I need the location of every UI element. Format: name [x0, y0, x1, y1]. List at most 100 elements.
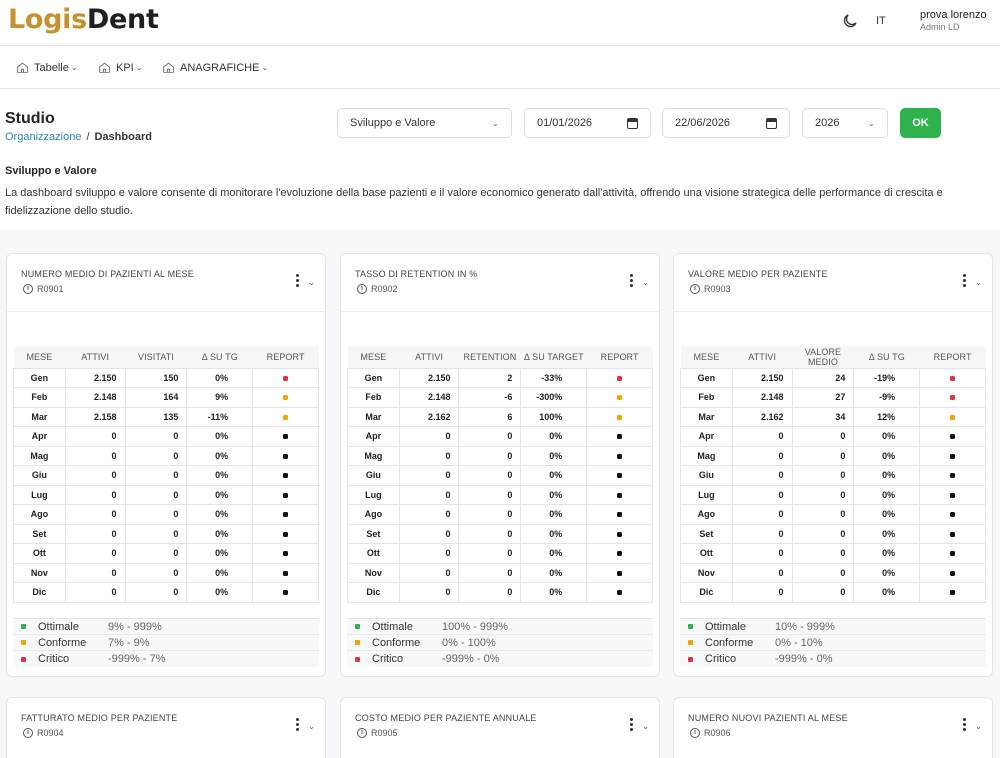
- date-to-input[interactable]: 22/06/2026: [662, 108, 790, 138]
- month-cell: Gen: [680, 367, 733, 388]
- card-title: TASSO DI RETENTION IN %: [355, 269, 478, 279]
- info-icon[interactable]: i: [690, 728, 700, 738]
- report-cell[interactable]: [586, 406, 653, 427]
- report-cell[interactable]: [586, 582, 653, 603]
- report-cell[interactable]: [586, 543, 653, 564]
- report-cell[interactable]: [252, 445, 319, 466]
- report-cell[interactable]: [586, 367, 653, 388]
- delta-cell: 0%: [186, 523, 254, 544]
- month-cell: Dic: [680, 582, 733, 603]
- report-cell[interactable]: [919, 504, 986, 525]
- card-title: NUMERO MEDIO DI PAZIENTI AL MESE: [21, 269, 194, 279]
- report-cell[interactable]: [919, 465, 986, 486]
- report-cell[interactable]: [586, 562, 653, 583]
- card-code: i R0901: [23, 284, 64, 294]
- report-cell[interactable]: [919, 426, 986, 447]
- month-cell: Mar: [680, 406, 733, 427]
- chevron-down-icon[interactable]: ⌄: [975, 278, 982, 287]
- report-cell[interactable]: [252, 562, 319, 583]
- report-cell[interactable]: [252, 367, 319, 388]
- more-options-icon[interactable]: [963, 718, 966, 733]
- more-options-icon[interactable]: [963, 274, 966, 289]
- report-cell[interactable]: [252, 465, 319, 486]
- more-options-icon[interactable]: [630, 718, 633, 733]
- moon-icon[interactable]: [841, 12, 859, 30]
- report-cell[interactable]: [919, 543, 986, 564]
- column-header: VISITATI: [125, 346, 187, 368]
- report-cell[interactable]: [919, 562, 986, 583]
- year-select[interactable]: 2026 ⌄: [802, 108, 888, 138]
- value-cell: 0: [731, 426, 793, 447]
- date-from-input[interactable]: 01/01/2026: [524, 108, 651, 138]
- month-cell: Feb: [680, 387, 733, 408]
- user-menu[interactable]: prova lorenzo Admin LD: [920, 9, 987, 32]
- report-cell[interactable]: [586, 445, 653, 466]
- nav-label: KPI: [116, 61, 134, 74]
- table-row: Ott 0 0 0%: [680, 543, 986, 564]
- report-cell[interactable]: [586, 465, 653, 486]
- report-cell[interactable]: [252, 387, 319, 408]
- report-cell[interactable]: [252, 484, 319, 505]
- report-cell[interactable]: [919, 484, 986, 505]
- language-selector[interactable]: IT: [876, 15, 886, 27]
- report-cell[interactable]: [252, 582, 319, 603]
- delta-cell: 0%: [186, 367, 254, 388]
- report-cell[interactable]: [919, 406, 986, 427]
- table-row: Apr 0 0 0%: [680, 426, 986, 447]
- report-cell[interactable]: [252, 406, 319, 427]
- chevron-down-icon[interactable]: ⌄: [308, 722, 315, 731]
- chevron-down-icon[interactable]: ⌄: [975, 722, 982, 731]
- info-icon[interactable]: i: [357, 284, 367, 294]
- more-options-icon[interactable]: [630, 274, 633, 289]
- logo[interactable]: LogisDent: [8, 4, 159, 35]
- ok-button[interactable]: OK: [900, 108, 941, 138]
- column-header: VALORE MEDIO: [792, 346, 854, 368]
- table-row: Mag 0 0 0%: [13, 445, 319, 466]
- info-icon[interactable]: i: [23, 728, 33, 738]
- report-cell[interactable]: [252, 523, 319, 544]
- more-options-icon[interactable]: [296, 274, 299, 289]
- month-cell: Giu: [13, 465, 66, 486]
- delta-cell: 0%: [853, 504, 921, 525]
- report-cell[interactable]: [919, 445, 986, 466]
- delta-cell: 0%: [186, 465, 254, 486]
- breadcrumb-organizzazione[interactable]: Organizzazione: [5, 131, 82, 143]
- info-icon[interactable]: i: [357, 728, 367, 738]
- report-cell[interactable]: [252, 543, 319, 564]
- more-options-icon[interactable]: [296, 718, 299, 733]
- report-cell[interactable]: [586, 426, 653, 447]
- chevron-down-icon[interactable]: ⌄: [308, 278, 315, 287]
- kpi-card: VALORE MEDIO PER PAZIENTE i R0903 ⌄ MESE ATTI…: [673, 253, 993, 677]
- calendar-icon[interactable]: [766, 117, 777, 129]
- value-cell: 2.148: [398, 387, 460, 408]
- report-cell[interactable]: [252, 504, 319, 525]
- report-cell[interactable]: [919, 367, 986, 388]
- value-cell: 0: [791, 445, 855, 466]
- nav-item-kpi[interactable]: KPI ⌄: [98, 61, 142, 74]
- report-cell[interactable]: [919, 387, 986, 408]
- report-cell[interactable]: [919, 523, 986, 544]
- report-cell[interactable]: [586, 484, 653, 505]
- breadcrumb-separator: /: [86, 131, 90, 143]
- report-cell[interactable]: [252, 426, 319, 447]
- status-dot-icon: [283, 473, 289, 479]
- info-icon[interactable]: i: [690, 284, 700, 294]
- delta-cell: 0%: [853, 543, 921, 564]
- report-cell[interactable]: [586, 387, 653, 408]
- info-icon[interactable]: i: [23, 284, 33, 294]
- value-cell: 0: [64, 426, 126, 447]
- nav-item-tabelle[interactable]: Tabelle ⌄: [16, 61, 78, 74]
- report-cell[interactable]: [919, 582, 986, 603]
- status-square-icon: [355, 640, 360, 645]
- delta-cell: 0%: [520, 445, 588, 466]
- legend: Ottimale 9% - 999% Conforme 7% - 9% Critico -…: [13, 618, 319, 667]
- table-row: Gen 2.150 2 -33%: [347, 367, 653, 388]
- calendar-icon[interactable]: [627, 117, 638, 129]
- chevron-down-icon[interactable]: ⌄: [642, 722, 649, 731]
- table-row: Apr 0 0 0%: [347, 426, 653, 447]
- report-cell[interactable]: [586, 523, 653, 544]
- report-cell[interactable]: [586, 504, 653, 525]
- nav-item-anagrafiche[interactable]: ANAGRAFICHE ⌄: [162, 61, 268, 74]
- chevron-down-icon[interactable]: ⌄: [642, 278, 649, 287]
- dashboard-select[interactable]: Sviluppo e Valore ⌄: [337, 108, 512, 138]
